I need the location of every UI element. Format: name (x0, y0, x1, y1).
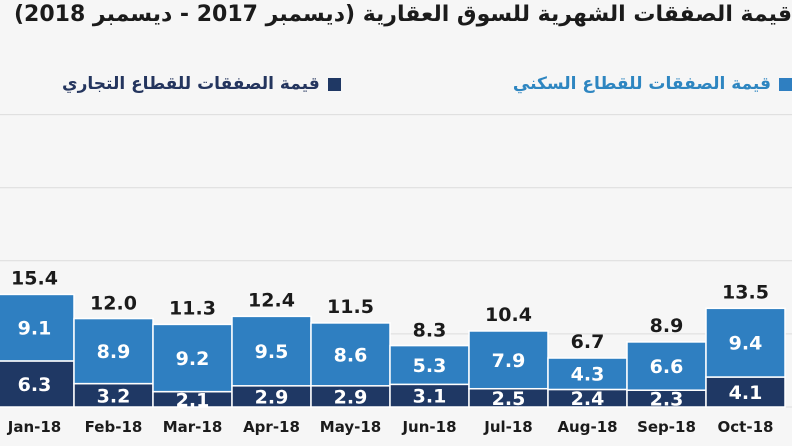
x-tick-label: Oct-18 (718, 418, 774, 436)
legend-residential: قيمة الصفقات للقطاع السكني (513, 74, 792, 94)
data-label-commercial: 4.1 (729, 382, 763, 404)
bar-residential (0, 293, 75, 362)
data-label-total: 11.5 (327, 296, 374, 318)
data-label-commercial: 6.3 (18, 374, 52, 396)
bar-residential (73, 317, 154, 385)
x-tick-label: Apr-18 (243, 418, 300, 436)
data-label-residential: 8.6 (334, 344, 368, 366)
bar-residential (626, 341, 707, 391)
bar-residential (547, 357, 628, 391)
data-label-total: 11.3 (169, 297, 216, 319)
chart-title: قيمة الصفقات الشهرية للسوق العقارية (ديس… (13, 2, 792, 27)
data-label-commercial: 3.2 (97, 385, 131, 407)
legend-residential-swatch (779, 77, 792, 91)
data-label-commercial: 2.9 (255, 386, 289, 408)
bar-residential (310, 322, 391, 387)
data-label-commercial: 2.1 (176, 389, 210, 411)
data-label-residential: 9.1 (18, 318, 52, 340)
data-label-residential: 9.5 (255, 341, 289, 363)
bar-residential (231, 315, 312, 387)
x-tick-label: May-18 (320, 418, 381, 436)
x-tick-label: Jun-18 (401, 418, 456, 436)
x-tick-label: Feb-18 (85, 418, 143, 436)
data-label-commercial: 2.5 (492, 388, 526, 410)
data-label-commercial: 2.9 (334, 386, 368, 408)
data-label-total: 8.3 (413, 319, 447, 341)
data-label-commercial: 2.3 (650, 389, 684, 411)
bar-residential (705, 307, 786, 378)
data-label-commercial: 3.1 (413, 386, 447, 408)
legend-commercial-swatch (327, 77, 341, 91)
x-tick-label: Jan-18 (7, 418, 61, 436)
legend-residential-label: قيمة الصفقات للقطاع السكني (512, 74, 771, 94)
data-label-residential: 4.3 (571, 364, 605, 386)
data-label-total: 13.5 (722, 281, 769, 303)
data-label-total: 15.4 (11, 267, 58, 289)
data-label-residential: 6.6 (650, 356, 684, 378)
x-tick-label: Jul-18 (483, 418, 533, 436)
x-tick-label: Mar-18 (163, 418, 223, 436)
data-label-total: 12.0 (90, 292, 137, 314)
data-label-residential: 8.9 (97, 341, 131, 363)
data-label-total: 8.9 (650, 315, 684, 337)
data-label-total: 10.4 (485, 304, 532, 326)
x-tick-label: Aug-18 (557, 418, 617, 436)
data-label-residential: 7.9 (492, 350, 526, 372)
bar-residential (468, 330, 549, 390)
legend-commercial: قيمة الصفقات للقطاع التجاري (62, 74, 341, 94)
data-label-residential: 9.4 (729, 333, 763, 355)
bar-residential (389, 344, 470, 386)
data-label-commercial: 2.4 (571, 388, 605, 410)
bar-commercial (0, 360, 75, 408)
data-label-total: 12.4 (248, 289, 295, 311)
data-label-total: 6.7 (571, 331, 605, 353)
legend-commercial-label: قيمة الصفقات للقطاع التجاري (62, 74, 320, 94)
bar-commercial (705, 376, 786, 408)
data-label-residential: 5.3 (413, 355, 447, 377)
x-tick-label: Sep-18 (637, 418, 696, 436)
data-label-residential: 9.2 (176, 348, 210, 370)
